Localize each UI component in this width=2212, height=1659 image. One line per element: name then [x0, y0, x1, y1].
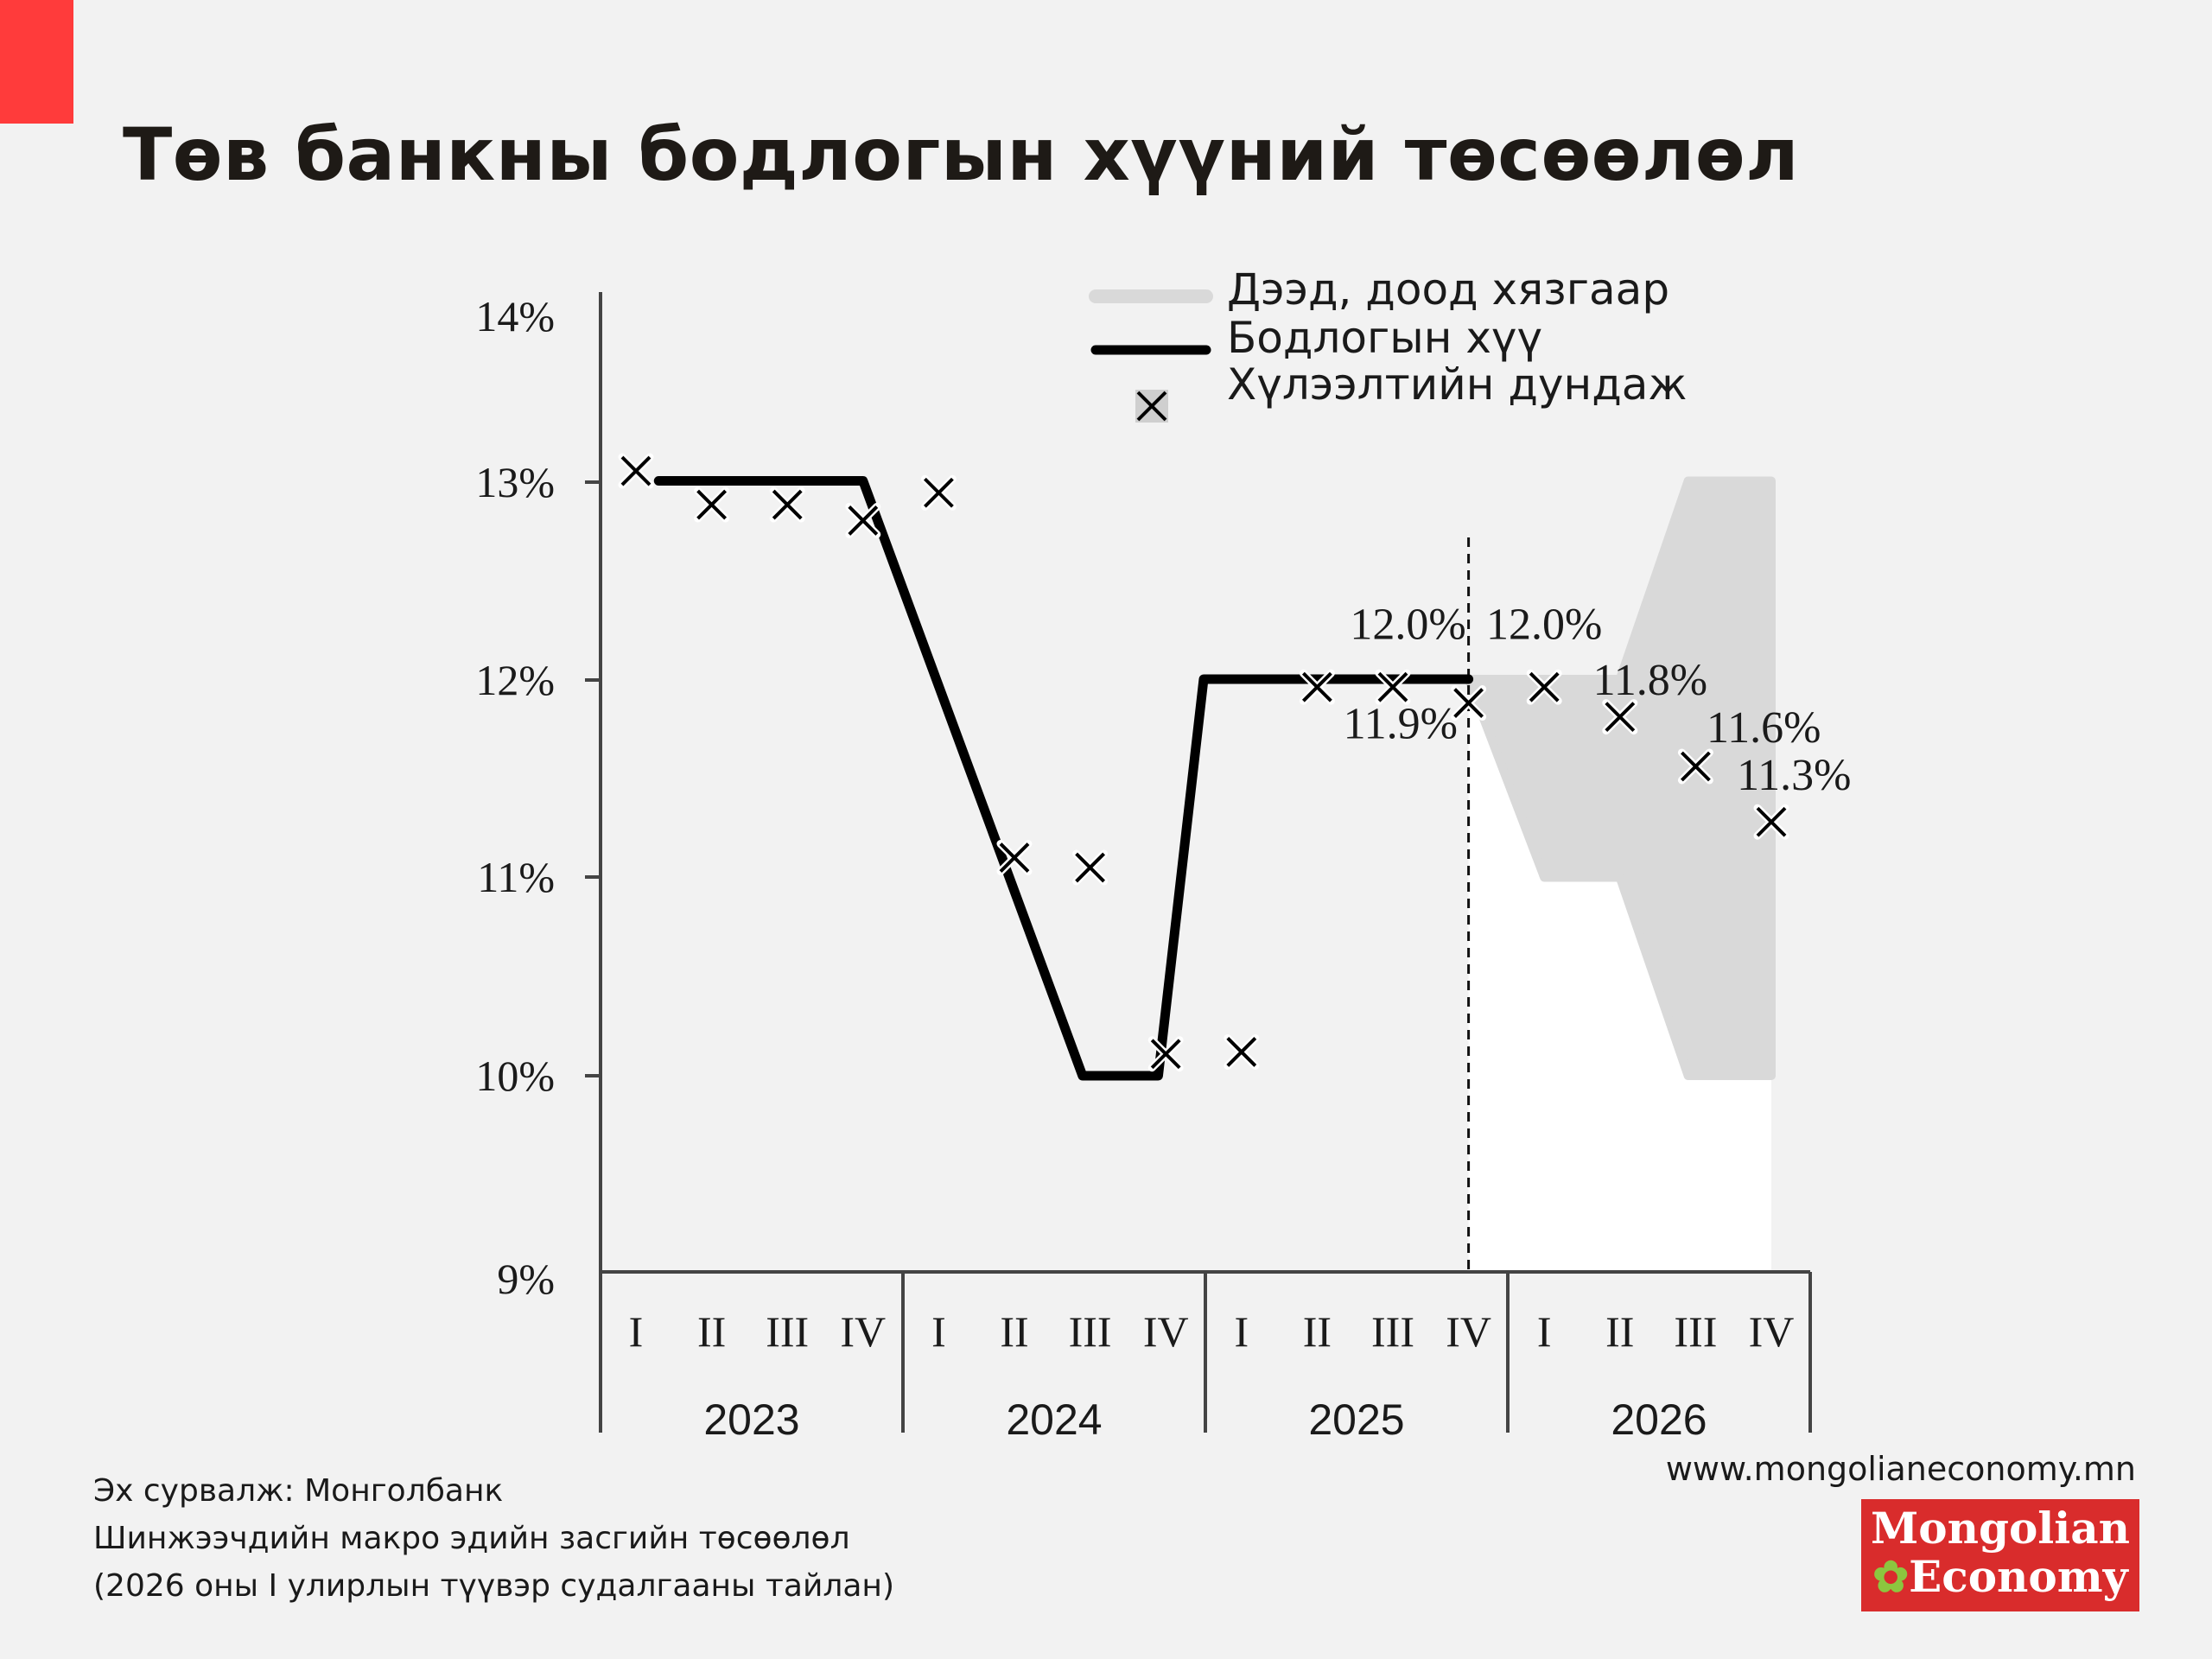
y-tick-label: 13%: [475, 458, 555, 506]
x-tick-label: II: [1303, 1307, 1332, 1356]
data-label: 11.3%: [1737, 751, 1851, 800]
expectation-mark: [1375, 669, 1411, 705]
x-tick-label: IV: [1446, 1307, 1491, 1356]
data-label: 12.0%: [1486, 601, 1602, 650]
year-label: 2026: [1611, 1395, 1707, 1444]
expectation-mark: [1602, 699, 1638, 735]
y-tick-label: 14%: [475, 292, 555, 340]
policy-rate-line: [653, 476, 1474, 1081]
data-labels-layer: 12.0% 12.0% 11.9% 11.8%11.6%11.3%: [1344, 601, 1852, 800]
year-label: 2024: [1006, 1395, 1102, 1444]
x-tick-label: I: [629, 1307, 644, 1356]
chart-title: Төв банкны бодлогын хүүний төсөөлөл: [123, 112, 1800, 197]
website-link[interactable]: www.mongolianeconomy.mn: [1665, 1450, 2136, 1488]
y-tick-label: 11%: [477, 853, 555, 901]
source-line-2: Шинжээчдийн макро эдийн засгийн төсөөлөл: [93, 1521, 850, 1556]
forecast-band: [1464, 476, 1776, 1080]
expectation-mark: [845, 502, 881, 538]
corner-accent: [0, 0, 73, 124]
data-label: 11.9%: [1344, 699, 1458, 748]
year-label: 2025: [1308, 1395, 1404, 1444]
x-tick-label: III: [1674, 1307, 1717, 1356]
leaf-icon: ✿: [1872, 1551, 1910, 1602]
expectation-mark: [1753, 804, 1789, 840]
data-label: 12.0%: [1350, 601, 1465, 650]
x-tick-label: III: [1069, 1307, 1112, 1356]
expectation-mark: [1147, 1036, 1184, 1072]
y-tick-label: 12%: [475, 656, 555, 704]
expectation-mark: [1299, 669, 1335, 705]
legend-band-label: Дээд, доод хязгаар: [1227, 264, 1669, 315]
logo-line-2: Economy: [1909, 1551, 2128, 1602]
legend-policy-label: Бодлогын хүү: [1227, 313, 1542, 363]
source-line-1: Эх сурвалж: Монголбанк: [93, 1473, 504, 1509]
expectation-mark: [618, 453, 654, 489]
x-tick-label: IV: [1749, 1307, 1795, 1356]
legend-expect-swatch: [1136, 391, 1167, 422]
forecast-band-layer: [1464, 476, 1776, 1272]
x-tick-label: IV: [840, 1307, 886, 1356]
policy-rate-layer: [653, 476, 1474, 1081]
expectation-mark: [1224, 1033, 1260, 1070]
expectation-mark: [1072, 849, 1109, 886]
expectation-marks-layer: [618, 453, 1789, 1072]
x-tick-label: I: [931, 1307, 946, 1356]
source-line-3: (2026 оны I улирлын түүвэр судалгааны та…: [93, 1568, 894, 1604]
expectation-mark: [694, 486, 730, 523]
x-tick-label: II: [697, 1307, 726, 1356]
x-tick-label: II: [1605, 1307, 1634, 1356]
data-label: 11.6%: [1707, 703, 1821, 753]
logo-line-1: Mongolian: [1870, 1503, 2131, 1554]
expectation-mark: [1451, 685, 1487, 721]
year-label: 2023: [703, 1395, 799, 1444]
axes-layer: 9%10%11%12%13%14%I II III IV I II III IV I II III I…: [475, 292, 1812, 1444]
x-tick-label: III: [766, 1307, 809, 1356]
x-tick-label: III: [1371, 1307, 1414, 1356]
expectation-mark: [1677, 748, 1713, 785]
y-tick-label: 10%: [475, 1052, 555, 1100]
x-tick-label: II: [1000, 1307, 1028, 1356]
legend-expect-label: Хүлээлтийн дундаж: [1227, 359, 1687, 410]
expectation-mark: [996, 840, 1033, 876]
expectation-mark: [920, 474, 957, 511]
data-label: 11.8%: [1593, 656, 1707, 705]
mongolian-economy-logo: Mongolian ✿Economy: [1861, 1499, 2139, 1611]
x-tick-label: IV: [1143, 1307, 1189, 1356]
y-tick-label: 9%: [497, 1255, 555, 1303]
expectation-mark: [769, 486, 805, 523]
x-tick-label: I: [1537, 1307, 1552, 1356]
expectation-mark: [1526, 669, 1562, 705]
x-tick-label: I: [1234, 1307, 1249, 1356]
forecast-below-band-area: [1468, 679, 1771, 1272]
